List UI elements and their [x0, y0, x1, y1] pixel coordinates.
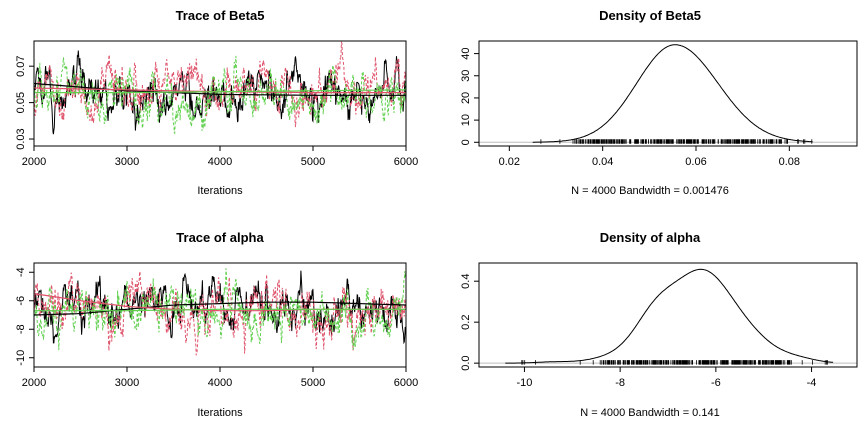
x-tick-label: 6000	[394, 377, 418, 389]
density-subtitle: N = 4000 Bandwidth = 0.141	[580, 407, 719, 419]
density-group	[479, 268, 857, 365]
density-curve	[532, 44, 813, 143]
axes: 2000 3000 4000 5000 6000 -10 -8 -6 -4	[15, 267, 418, 389]
smooth-line	[34, 301, 406, 316]
x-tick-label: 6000	[394, 156, 418, 168]
x-tick-label: 5000	[301, 156, 325, 168]
y-tick-label: 10	[460, 114, 472, 126]
y-tick-label: 0	[460, 139, 472, 145]
density-marks	[479, 44, 857, 144]
x-tick-label: 3000	[115, 156, 139, 168]
x-axis-label: Iterations	[197, 185, 243, 197]
density-subtitle: N = 4000 Bandwidth = 0.001476	[571, 185, 729, 197]
y-tick-label: -6	[15, 296, 27, 306]
trace-series-line	[34, 268, 406, 351]
x-tick-label: 0.06	[685, 156, 706, 168]
plot-frame	[478, 262, 858, 368]
rug-marks	[540, 139, 813, 144]
chart-title: Density of alpha	[600, 230, 701, 245]
y-tick-label: 0.0	[460, 355, 472, 370]
axes: 0.02 0.04 0.06 0.08 0 10 20 30 40	[460, 47, 800, 168]
x-tick-label: -4	[807, 377, 817, 389]
chart-title: Trace of alpha	[176, 230, 264, 245]
panel-density-beta5: Density of Beta5 N = 4000 Bandwidth = 0.…	[460, 8, 858, 197]
x-tick-label: 0.02	[499, 156, 520, 168]
panel-density-alpha: Density of alpha N = 4000 Bandwidth = 0.…	[460, 230, 858, 419]
x-tick-label: 2000	[22, 377, 46, 389]
trace-lines	[34, 268, 406, 356]
x-tick-label: 2000	[22, 156, 46, 168]
y-tick-label: 0.4	[460, 274, 472, 289]
trace-group	[34, 268, 406, 356]
trace-lines	[34, 41, 406, 135]
y-tick-label: 0.05	[15, 92, 27, 113]
rug-marks	[521, 360, 828, 365]
y-tick-label: 0.2	[460, 315, 472, 330]
y-tick-label: 30	[460, 70, 472, 82]
y-tick-label: -4	[15, 267, 27, 277]
trace-series-line	[34, 41, 406, 128]
smooth-line	[34, 82, 406, 96]
x-tick-label: -10	[517, 377, 533, 389]
axes: 2000 3000 4000 5000 6000 0.03 0.05 0.07	[15, 55, 418, 168]
y-tick-label: 40	[460, 47, 472, 59]
x-tick-label: 5000	[301, 377, 325, 389]
panel-trace-beta5: Trace of Beta5 Iterations 2000 3000 4000 50…	[15, 8, 418, 197]
smooth-line	[34, 308, 406, 312]
y-tick-label: 20	[460, 92, 472, 104]
trace-series-line	[34, 271, 406, 356]
x-tick-label: -6	[711, 377, 721, 389]
density-curve	[505, 268, 834, 364]
x-tick-label: -8	[615, 377, 625, 389]
axes: -10 -8 -6 -4 0.0 0.2 0.4	[460, 274, 816, 389]
x-tick-label: 4000	[208, 156, 232, 168]
y-tick-label: -10	[15, 350, 27, 366]
smooth-line	[34, 89, 406, 94]
density-group	[479, 44, 857, 144]
y-tick-label: -8	[15, 324, 27, 334]
y-tick-label: 0.03	[15, 128, 27, 149]
x-tick-label: 0.04	[592, 156, 613, 168]
x-tick-label: 0.08	[779, 156, 800, 168]
y-tick-label: 0.07	[15, 55, 27, 76]
x-tick-label: 3000	[115, 377, 139, 389]
chart-title: Trace of Beta5	[176, 8, 265, 23]
plot-frame	[478, 40, 858, 147]
density-marks	[479, 268, 857, 365]
chart-title: Density of Beta5	[599, 8, 701, 23]
trace-group	[34, 41, 406, 135]
x-axis-label: Iterations	[197, 407, 243, 419]
x-tick-label: 4000	[208, 377, 232, 389]
panel-trace-alpha: Trace of alpha Iterations 2000 3000 4000 50…	[15, 230, 418, 419]
